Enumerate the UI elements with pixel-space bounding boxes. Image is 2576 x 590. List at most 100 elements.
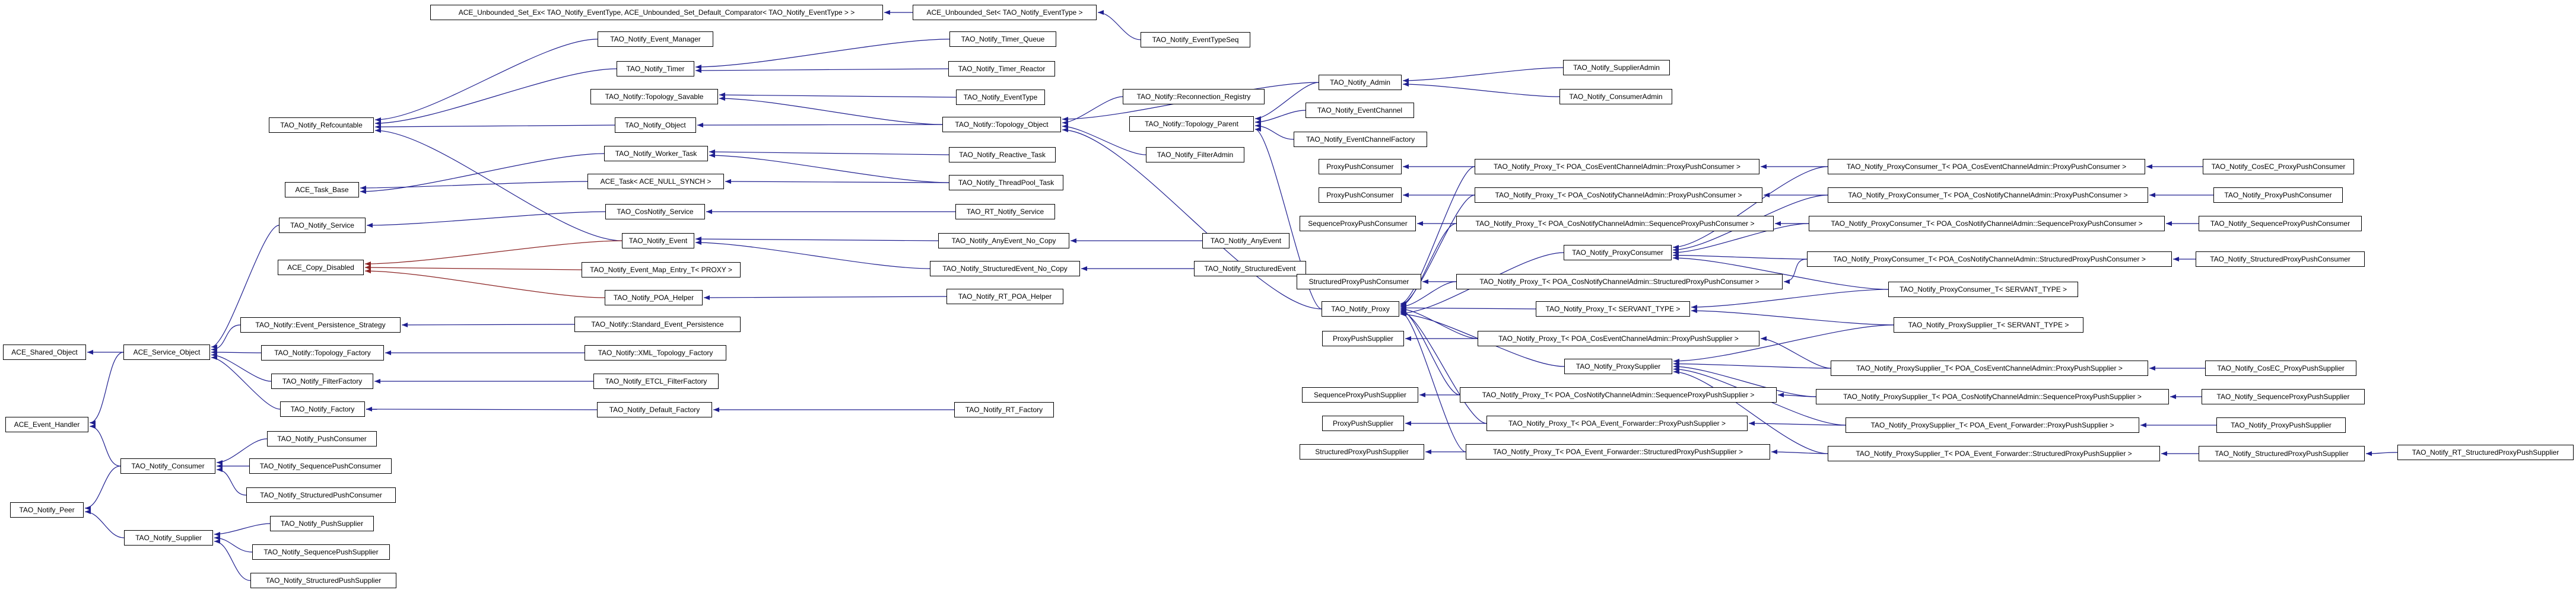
class-node-proxy_consumer[interactable]: TAO_Notify_ProxyConsumer (1564, 245, 1672, 260)
class-node-ace_task_null_synch[interactable]: ACE_Task< ACE_NULL_SYNCH > (587, 174, 724, 189)
class-node-threadpool_task[interactable]: TAO_Notify_ThreadPool_Task (949, 175, 1063, 190)
class-node-proxy[interactable]: TAO_Notify_Proxy (1322, 301, 1399, 317)
class-node-timer[interactable]: TAO_Notify_Timer (617, 61, 694, 76)
class-node-sequence_push_consumer[interactable]: TAO_Notify_SequencePushConsumer (249, 458, 392, 474)
class-node-ace_event_handler[interactable]: ACE_Event_Handler (5, 417, 88, 432)
class-node-proxy_t_cosnc_sppc[interactable]: TAO_Notify_Proxy_T< POA_CosNotifyChannel… (1456, 216, 1774, 231)
class-node-proxy_t_ef_stpps[interactable]: TAO_Notify_Proxy_T< POA_Event_Forwarder:… (1466, 444, 1770, 460)
class-node-notify_factory[interactable]: TAO_Notify_Factory (280, 401, 365, 417)
class-node-xml_topology_factory[interactable]: TAO_Notify::XML_Topology_Factory (585, 345, 726, 361)
class-node-seq_proxy_push_consumer_b[interactable]: SequenceProxyPushConsumer (1300, 216, 1416, 231)
class-node-rt_str_proxy_push_supplier[interactable]: TAO_Notify_RT_StructuredProxyPushSupplie… (2397, 445, 2574, 460)
class-node-cosnotify_service[interactable]: TAO_CosNotify_Service (605, 204, 705, 219)
class-node-reconnection_registry[interactable]: TAO_Notify::Reconnection_Registry (1123, 89, 1265, 104)
class-node-pc_t_cosnc_stppc[interactable]: TAO_Notify_ProxyConsumer_T< POA_CosNotif… (1807, 251, 2172, 267)
class-node-event_channel[interactable]: TAO_Notify_EventChannel (1306, 103, 1414, 118)
class-node-structuredevent_no_copy[interactable]: TAO_Notify_StructuredEvent_No_Copy (930, 261, 1080, 276)
class-node-admin[interactable]: TAO_Notify_Admin (1319, 75, 1402, 90)
class-node-pc_t_cosnc_sppc[interactable]: TAO_Notify_ProxyConsumer_T< POA_CosNotif… (1809, 216, 2165, 231)
class-node-etcl_filter_factory[interactable]: TAO_Notify_ETCL_FilterFactory (593, 374, 719, 389)
class-node-rt_notify_service[interactable]: TAO_RT_Notify_Service (955, 204, 1055, 219)
class-node-notify_str_proxy_push_supplier[interactable]: TAO_Notify_StructuredProxyPushSupplier (2199, 446, 2365, 461)
class-node-proxy_supplier[interactable]: TAO_Notify_ProxySupplier (1564, 359, 1672, 374)
class-node-refcountable[interactable]: TAO_Notify_Refcountable (269, 117, 374, 133)
class-node-poa_helper[interactable]: TAO_Notify_POA_Helper (605, 290, 703, 305)
class-node-sequence_push_supplier[interactable]: TAO_Notify_SequencePushSupplier (252, 544, 390, 560)
class-node-filter_factory[interactable]: TAO_Notify_FilterFactory (271, 374, 373, 389)
class-node-anyevent[interactable]: TAO_Notify_AnyEvent (1202, 233, 1289, 248)
class-node-cosec_proxy_push_consumer[interactable]: TAO_Notify_CosEC_ProxyPushConsumer (2203, 159, 2354, 174)
class-node-event_persistence_strategy[interactable]: TAO_Notify::Event_Persistence_Strategy (240, 317, 401, 333)
class-node-ps_t_ef_pps[interactable]: TAO_Notify_ProxySupplier_T< POA_Event_Fo… (1846, 417, 2139, 433)
class-node-proxy_push_supplier_b1[interactable]: ProxyPushSupplier (1322, 331, 1404, 346)
class-node-push_supplier[interactable]: TAO_Notify_PushSupplier (270, 516, 374, 531)
class-node-str_proxy_push_supplier_b[interactable]: StructuredProxyPushSupplier (1300, 444, 1424, 460)
class-node-proxy_t_ef_pps[interactable]: TAO_Notify_Proxy_T< POA_Event_Forwarder:… (1486, 416, 1748, 431)
class-node-ace_unbounded_set[interactable]: ACE_Unbounded_Set< TAO_Notify_EventType … (913, 5, 1097, 20)
class-node-notify_seq_proxy_push_consumer[interactable]: TAO_Notify_SequenceProxyPushConsumer (2199, 216, 2362, 231)
class-node-topology_parent[interactable]: TAO_Notify::Topology_Parent (1129, 116, 1254, 132)
inheritance-edge-ace_task_null_synch-to-ace_task_base (360, 181, 588, 190)
class-node-push_consumer[interactable]: TAO_Notify_PushConsumer (267, 431, 377, 447)
class-node-rt_poa_helper[interactable]: TAO_Notify_RT_POA_Helper (946, 289, 1063, 304)
class-node-anyevent_no_copy[interactable]: TAO_Notify_AnyEvent_No_Copy (938, 233, 1069, 248)
class-node-consumer_admin[interactable]: TAO_Notify_ConsumerAdmin (1559, 89, 1672, 104)
class-node-pc_t_cosec_ppc[interactable]: TAO_Notify_ProxyConsumer_T< POA_CosEvent… (1828, 159, 2145, 174)
class-node-ps_t_cosnc_spps[interactable]: TAO_Notify_ProxySupplier_T< POA_CosNotif… (1816, 389, 2169, 404)
class-node-ace_task_base[interactable]: ACE_Task_Base (285, 182, 359, 197)
class-node-structured_push_consumer[interactable]: TAO_Notify_StructuredPushConsumer (246, 487, 396, 503)
class-node-reactive_task[interactable]: TAO_Notify_Reactive_Task (949, 147, 1056, 162)
class-node-ps_t_cosec_pps[interactable]: TAO_Notify_ProxySupplier_T< POA_CosEvent… (1831, 361, 2148, 376)
class-node-topology_factory[interactable]: TAO_Notify::Topology_Factory (261, 345, 384, 361)
class-node-event_map_entry[interactable]: TAO_Notify_Event_Map_Entry_T< PROXY > (582, 262, 741, 278)
class-node-notify_seq_proxy_push_supplier[interactable]: TAO_Notify_SequenceProxyPushSupplier (2202, 389, 2365, 404)
class-node-notify_service[interactable]: TAO_Notify_Service (279, 218, 366, 233)
class-node-event_channel_factory[interactable]: TAO_Notify_EventChannelFactory (1294, 132, 1427, 147)
class-node-ace_shared_object[interactable]: ACE_Shared_Object (3, 345, 86, 360)
class-node-worker_task[interactable]: TAO_Notify_Worker_Task (604, 146, 708, 161)
class-node-topology_object[interactable]: TAO_Notify::Topology_Object (942, 117, 1061, 132)
class-node-str_proxy_push_consumer_b[interactable]: StructuredProxyPushConsumer (1297, 274, 1421, 289)
class-node-proxy_t_cosnc_ppc[interactable]: TAO_Notify_Proxy_T< POA_CosNotifyChannel… (1475, 187, 1762, 203)
class-node-timer_queue[interactable]: TAO_Notify_Timer_Queue (949, 31, 1056, 47)
class-node-proxy_push_supplier_b2[interactable]: ProxyPushSupplier (1322, 416, 1404, 431)
class-node-proxy_push_consumer_b1[interactable]: ProxyPushConsumer (1319, 159, 1402, 174)
class-node-peer[interactable]: TAO_Notify_Peer (10, 502, 84, 518)
class-node-topology_savable[interactable]: TAO_Notify::Topology_Savable (590, 89, 718, 104)
class-node-structured_push_supplier[interactable]: TAO_Notify_StructuredPushSupplier (250, 573, 396, 588)
class-node-event_type_seq[interactable]: TAO_Notify_EventTypeSeq (1141, 32, 1250, 47)
class-node-ps_t_servant[interactable]: TAO_Notify_ProxySupplier_T< SERVANT_TYPE… (1894, 317, 2083, 333)
class-node-event_manager[interactable]: TAO_Notify_Event_Manager (598, 31, 713, 47)
class-node-proxy_push_consumer_b2[interactable]: ProxyPushConsumer (1319, 187, 1402, 203)
class-node-filter_admin[interactable]: TAO_Notify_FilterAdmin (1146, 147, 1244, 162)
class-node-pc_t_cosnc_ppc[interactable]: TAO_Notify_ProxyConsumer_T< POA_CosNotif… (1828, 187, 2148, 203)
class-node-notify_proxy_push_consumer[interactable]: TAO_Notify_ProxyPushConsumer (2213, 187, 2343, 203)
class-node-notify_str_proxy_push_consumer[interactable]: TAO_Notify_StructuredProxyPushConsumer (2196, 251, 2365, 267)
class-node-structuredevent[interactable]: TAO_Notify_StructuredEvent (1194, 261, 1306, 276)
class-node-notify_event[interactable]: TAO_Notify_Event (622, 233, 694, 248)
class-node-ps_t_ef_stpps[interactable]: TAO_Notify_ProxySupplier_T< POA_Event_Fo… (1828, 446, 2160, 461)
class-node-default_factory[interactable]: TAO_Notify_Default_Factory (597, 402, 712, 417)
class-node-proxy_t_cosec_ppc[interactable]: TAO_Notify_Proxy_T< POA_CosEventChannelA… (1475, 159, 1759, 174)
class-node-ace_service_object[interactable]: ACE_Service_Object (123, 345, 210, 360)
class-node-supplier_admin[interactable]: TAO_Notify_SupplierAdmin (1563, 60, 1670, 75)
class-node-consumer[interactable]: TAO_Notify_Consumer (120, 458, 215, 474)
class-node-pc_t_servant[interactable]: TAO_Notify_ProxyConsumer_T< SERVANT_TYPE… (1888, 282, 2078, 297)
class-node-notify_proxy_push_supplier[interactable]: TAO_Notify_ProxyPushSupplier (2216, 417, 2346, 433)
class-node-seq_proxy_push_supplier_b[interactable]: SequenceProxyPushSupplier (1302, 387, 1418, 403)
class-node-standard_event_persistence[interactable]: TAO_Notify::Standard_Event_Persistence (574, 317, 741, 332)
class-node-ace_copy_disabled[interactable]: ACE_Copy_Disabled (278, 260, 364, 275)
class-node-event_type[interactable]: TAO_Notify_EventType (956, 90, 1045, 105)
class-node-ace_unbounded_set_ex[interactable]: ACE_Unbounded_Set_Ex< TAO_Notify_EventTy… (430, 5, 883, 20)
class-node-proxy_t_servant[interactable]: TAO_Notify_Proxy_T< SERVANT_TYPE > (1536, 301, 1690, 317)
class-node-notify_object[interactable]: TAO_Notify_Object (615, 117, 696, 133)
inheritance-edge-pc_t_servant-to-proxy_t_servant (1691, 289, 1889, 310)
class-node-cosec_proxy_push_supplier[interactable]: TAO_Notify_CosEC_ProxyPushSupplier (2205, 361, 2356, 376)
class-node-proxy_t_cosnc_spps[interactable]: TAO_Notify_Proxy_T< POA_CosNotifyChannel… (1460, 387, 1777, 403)
inheritance-edge-pc_t_cosec_ppc-to-proxy_consumer (1672, 166, 1828, 250)
class-node-rt_factory[interactable]: TAO_Notify_RT_Factory (954, 402, 1054, 417)
class-node-proxy_t_cosnc_stppc[interactable]: TAO_Notify_Proxy_T< POA_CosNotifyChannel… (1456, 274, 1783, 289)
class-node-supplier[interactable]: TAO_Notify_Supplier (124, 530, 213, 546)
class-node-timer_reactor[interactable]: TAO_Notify_Timer_Reactor (948, 61, 1055, 76)
class-node-proxy_t_cosec_pps[interactable]: TAO_Notify_Proxy_T< POA_CosEventChannelA… (1478, 331, 1759, 346)
